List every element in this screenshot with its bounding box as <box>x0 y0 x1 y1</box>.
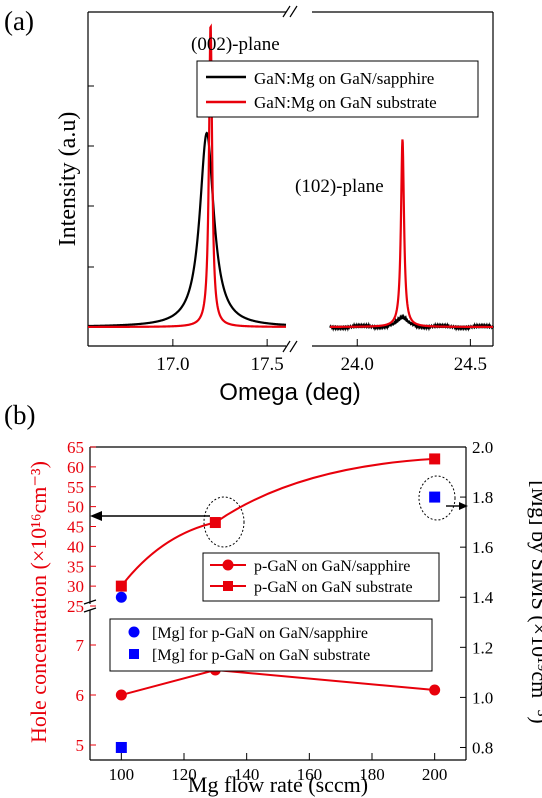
left-tick-label: 5 <box>76 736 85 755</box>
x-tick-label: 17.5 <box>251 354 284 375</box>
left-tick-label: 65 <box>67 438 84 457</box>
panel-a-frame <box>87 11 494 347</box>
right-tick-label: 2.0 <box>472 438 493 457</box>
left-tick-label: 35 <box>67 557 84 576</box>
right-tick-label: 1.8 <box>472 488 493 507</box>
annotation-002-plane: (002)-plane <box>191 34 280 55</box>
legend-label-p-gan-sapphire: p-GaN on GaN/sapphire <box>254 558 410 575</box>
right-tick-label: 1.4 <box>472 588 494 607</box>
panel-a-legend: GaN:Mg on GaN/sapphire GaN:Mg on GaN sub… <box>196 60 479 118</box>
panel-b-frame <box>89 446 467 761</box>
x-axis-break-marks <box>282 5 298 353</box>
curve-sapphire-seg0 <box>87 131 287 328</box>
point-series1-200 <box>429 453 441 465</box>
x-tick-label: 160 <box>297 765 323 784</box>
left-tick-label: 45 <box>67 518 84 537</box>
x-tick-label: 120 <box>171 765 197 784</box>
legend-blue-square <box>129 649 139 659</box>
curve-substrate-seg0 <box>88 23 286 329</box>
legend-label-mg-sapphire: [Mg] for p-GaN on GaN/sapphire <box>152 625 368 642</box>
panel-b-callouts <box>90 475 468 548</box>
left-tick-label: 7 <box>76 636 85 655</box>
x-tick-label: 24.5 <box>454 354 487 375</box>
right-tick-label: 1.2 <box>472 638 493 657</box>
right-tick-label: 1.6 <box>472 538 493 557</box>
point-series0-200 <box>429 684 441 696</box>
point-series3-200 <box>429 491 441 503</box>
panel-b-left-y-label: Hole concentration (×10¹⁶cm⁻³) <box>26 461 51 743</box>
panel-b-points <box>115 453 441 753</box>
arrowhead-right <box>459 502 468 510</box>
panel-b-right-ticks: 0.8 1.0 1.2 1.4 1.6 1.8 2.0 <box>460 438 494 757</box>
left-tick-label: 55 <box>67 478 84 497</box>
panel-a-y-ticks <box>88 85 94 328</box>
point-series1-130 <box>209 517 221 529</box>
x-tick-label: 100 <box>109 765 135 784</box>
legend-label-substrate: GaN:Mg on GaN substrate <box>254 93 437 112</box>
panel-a-x-label: Omega (deg) <box>219 379 360 406</box>
callout-ellipse-right <box>418 475 456 521</box>
annotation-102-plane: (102)-plane <box>295 176 384 197</box>
x-tick-label: 24.0 <box>341 354 374 375</box>
point-series3-100 <box>115 741 127 753</box>
legend-red-circle <box>222 559 234 571</box>
legend-red-box <box>202 552 440 602</box>
panel-a: (a) 17.0 17.5 24.0 24.5 (002)-plane <box>4 5 495 406</box>
x-tick-label: 17.0 <box>156 354 189 375</box>
panel-b-x-ticks: 100 120 140 160 180 200 <box>109 753 448 784</box>
legend-blue-box <box>109 618 433 672</box>
point-series0-100 <box>115 689 127 701</box>
legend-box <box>196 60 479 118</box>
x-tick-label: 180 <box>359 765 385 784</box>
line-p-gan-substrate <box>120 457 435 587</box>
point-series2-100 <box>115 591 127 603</box>
left-tick-label: 25 <box>67 597 84 616</box>
left-tick-label: 60 <box>67 458 84 477</box>
legend-blue-circle <box>128 626 140 638</box>
left-tick-label: 40 <box>67 537 84 556</box>
legend-label-p-gan-substrate: p-GaN on GaN substrate <box>254 579 413 596</box>
legend-label-sapphire: GaN:Mg on GaN/sapphire <box>254 69 434 88</box>
panel-a-y-label: Intensity (a.u) <box>55 112 81 247</box>
y-axis-break-marks <box>83 599 97 613</box>
left-tick-label: 50 <box>67 498 84 517</box>
panel-b-legend-blue: [Mg] for p-GaN on GaN/sapphire [Mg] for … <box>109 618 433 672</box>
legend-label-mg-substrate: [Mg] for p-GaN on GaN substrate <box>152 647 370 664</box>
x-tick-label: 140 <box>234 765 260 784</box>
panel-b-right-y-label: [Mg] by SIMS (×10¹⁹cm⁻³) <box>527 480 542 723</box>
right-tick-label: 1.0 <box>472 688 493 707</box>
x-tick-label: 200 <box>422 765 448 784</box>
panel-a-curves <box>87 23 495 332</box>
panel-a-x-ticks: 17.0 17.5 24.0 24.5 <box>156 339 487 375</box>
callout-ellipse-left <box>203 496 245 548</box>
left-tick-label: 30 <box>67 577 84 596</box>
point-series1-100 <box>115 580 127 592</box>
panel-b-label: (b) <box>4 400 35 430</box>
legend-red-square <box>223 581 233 591</box>
arrowhead-left <box>90 511 102 521</box>
line-p-gan-sapphire <box>121 668 435 696</box>
panel-b: (b) 100 120 140 160 180 200 25303540455055606… <box>4 400 542 797</box>
left-tick-label: 6 <box>76 686 85 705</box>
right-tick-label: 0.8 <box>472 738 493 757</box>
panel-b-x-label: Mg flow rate (sccm) <box>188 772 368 797</box>
curve-substrate-seg1 <box>330 139 493 329</box>
panel-a-label: (a) <box>4 6 34 36</box>
panel-b-legend-red: p-GaN on GaN/sapphire p-GaN on GaN subst… <box>202 552 440 602</box>
